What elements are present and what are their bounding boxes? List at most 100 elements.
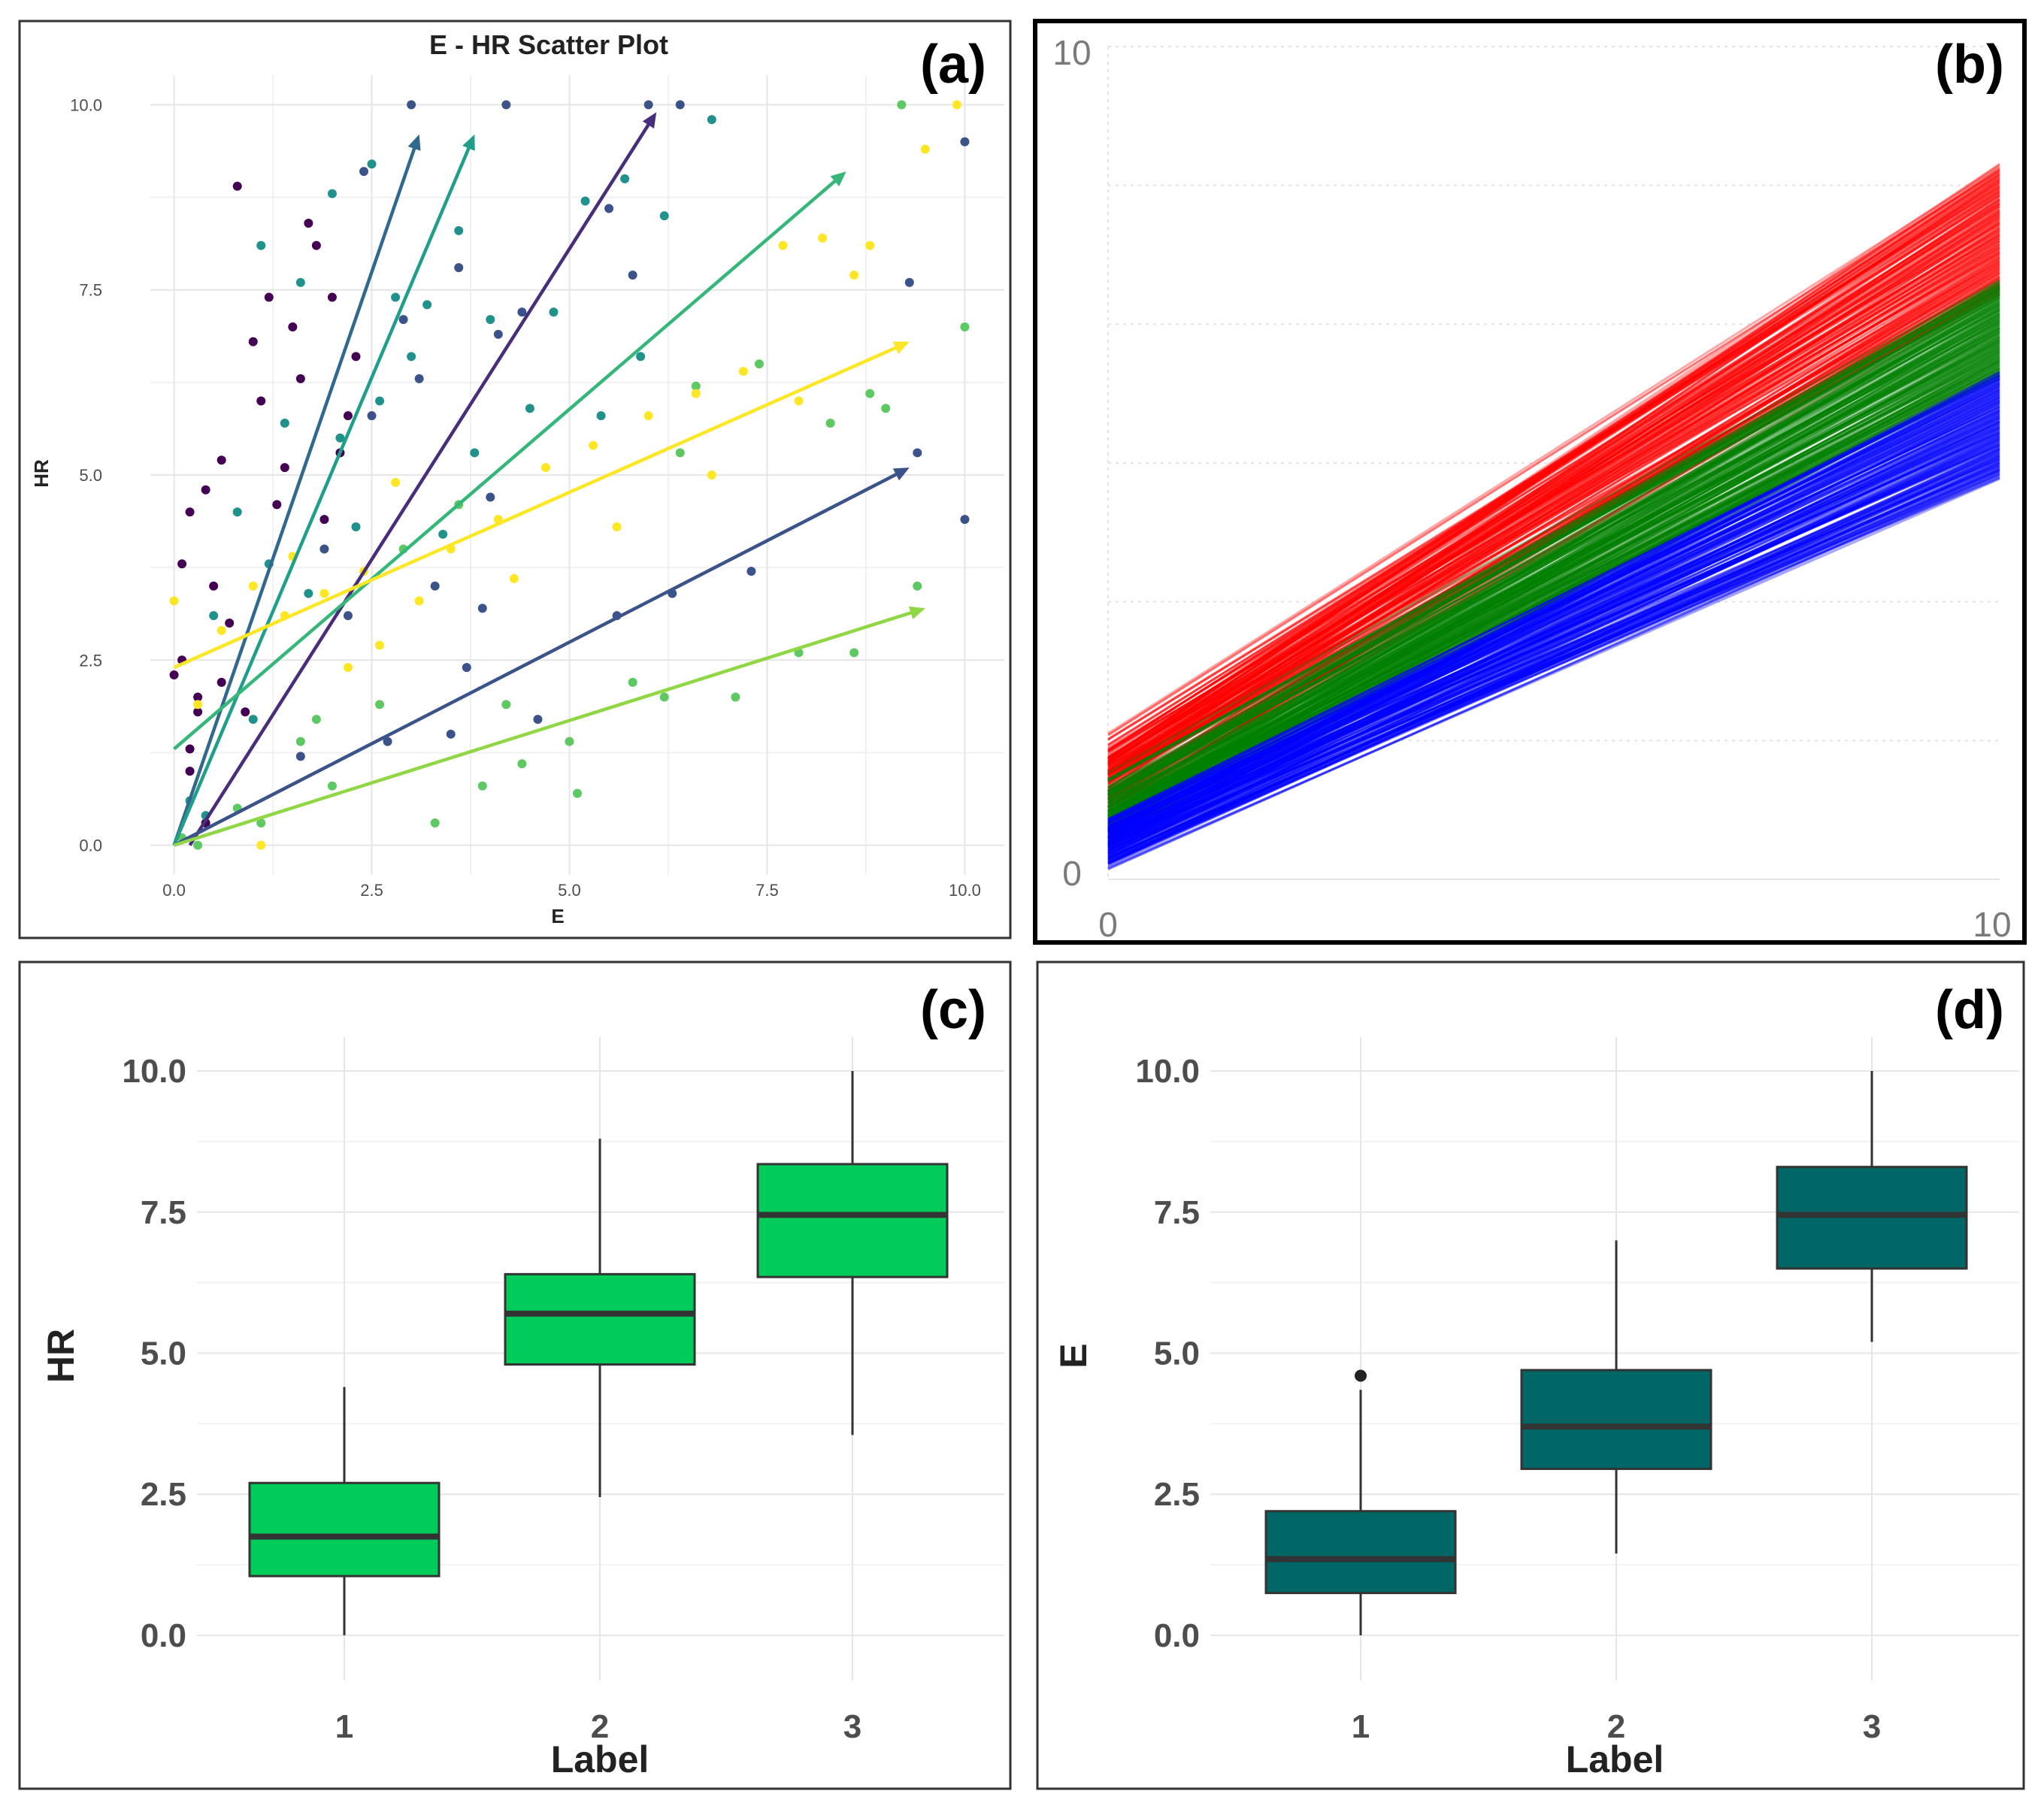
scatter-point — [343, 411, 353, 421]
scatter-point — [217, 625, 226, 635]
scatter-arrow-shaft — [188, 121, 652, 846]
scatter-point — [493, 329, 503, 339]
scatter-point — [794, 396, 804, 406]
scatter-point — [691, 389, 701, 398]
scatter-point — [177, 559, 187, 569]
series-line-blue — [1107, 456, 2000, 865]
scatter-point — [707, 115, 716, 125]
lines-y-tick-label: 0 — [1062, 854, 1082, 893]
scatter-point — [335, 433, 345, 443]
series-line-red — [1107, 241, 2000, 785]
scatter-arrow-head — [892, 341, 910, 355]
scatter-arrow-shaft — [173, 177, 839, 751]
series-line-red — [1107, 213, 2000, 785]
series-line-green — [1107, 281, 2000, 797]
series-line-green — [1107, 280, 2000, 791]
scatter-point — [232, 181, 242, 191]
boxplot-x-tick-label: 2 — [591, 1708, 609, 1745]
scatter-point — [604, 204, 614, 213]
scatter-point — [738, 367, 748, 377]
scatter-point — [185, 507, 195, 517]
series-line-blue — [1107, 377, 2000, 827]
scatter-point — [185, 744, 195, 754]
boxplot-y-tick-label: 2.5 — [141, 1476, 186, 1513]
scatter-point — [525, 404, 534, 413]
scatter-point — [454, 225, 464, 235]
scatter-point — [288, 322, 298, 331]
lines-x-tick-label: 10 — [1973, 905, 2011, 944]
series-line-green — [1107, 281, 2000, 795]
series-line-green — [1107, 313, 2000, 825]
scatter-arrow-shaft — [172, 144, 472, 846]
scatter-point — [913, 448, 922, 458]
series-line-blue — [1107, 460, 2000, 867]
scatter-point — [549, 307, 559, 317]
scatter-y-tick-label: 0.0 — [79, 836, 102, 855]
scatter-y-tick-label: 10.0 — [70, 95, 102, 114]
scatter-point — [193, 700, 203, 709]
scatter-point — [319, 544, 329, 554]
scatter-arrow-head — [407, 134, 421, 151]
scatter-point — [778, 240, 788, 250]
scatter-point — [185, 767, 195, 776]
scatter-point — [375, 396, 385, 406]
scatter-points — [169, 100, 970, 850]
scatter-point — [446, 729, 456, 739]
e-boxplot: 0.0 2.5 5.0 7.5 10.0 1 2 3 — [1135, 1037, 2019, 1745]
series-line-blue — [1107, 422, 2000, 857]
scatter-point — [881, 404, 891, 413]
panel-d: 0.0 2.5 5.0 7.5 10.0 1 2 3 Label E (d) — [1036, 960, 2025, 1790]
series-line-red — [1107, 178, 2000, 781]
scatter-y-tick-label: 2.5 — [79, 651, 102, 670]
scatter-y-tick-label: 7.5 — [79, 281, 102, 300]
scatter-point — [169, 596, 179, 606]
scatter-x-tick-label: 10.0 — [949, 881, 981, 900]
scatter-arrows — [172, 112, 925, 847]
hr-boxplot-x-axis-title: Label — [551, 1738, 650, 1780]
scatter-point — [865, 389, 875, 398]
scatter-point — [422, 300, 432, 310]
scatter-point — [865, 240, 875, 250]
series-line-blue — [1107, 437, 2000, 861]
panel-b: 0 10 0 10 (b) — [1033, 19, 2027, 945]
scatter-arrow-shaft — [173, 471, 901, 847]
series-line-red — [1107, 167, 2000, 766]
scatter-point — [209, 581, 219, 591]
scatter-point — [533, 715, 543, 725]
lines-y-tick-label: 10 — [1052, 33, 1091, 72]
scatter-point — [351, 352, 361, 362]
series-line-blue — [1107, 401, 2000, 848]
scatter-point — [960, 137, 970, 147]
scatter-point — [517, 307, 527, 317]
scatter-point — [256, 840, 266, 850]
scatter-x-axis-title: E — [551, 905, 564, 927]
scatter-point — [367, 159, 377, 169]
scatter-point — [375, 700, 385, 709]
scatter-point — [573, 788, 582, 798]
scatter-point — [517, 759, 527, 769]
boxplot-y-tick-label: 0.0 — [1154, 1617, 1200, 1654]
series-line-red — [1107, 171, 2000, 765]
boxplot-box — [1520, 1369, 1712, 1470]
panel-a: E - HR Scatter Plot 0.0 2.5 5.0 7.5 10.0 0.0 2… — [18, 20, 1012, 939]
scatter-point — [920, 144, 930, 154]
scatter-x-tick-label: 0.0 — [162, 881, 186, 900]
scatter-point — [707, 470, 716, 479]
scatter-tick-labels: 0.0 2.5 5.0 7.5 10.0 0.0 2.5 5.0 7.5 10.0 — [70, 95, 981, 900]
scatter-point — [304, 219, 313, 228]
boxplot-y-tick-label: 7.5 — [141, 1194, 186, 1231]
scatter-point — [430, 581, 440, 591]
scatter-point — [477, 604, 487, 613]
scatter-point — [849, 271, 859, 280]
scatter-point — [311, 240, 321, 250]
scatter-point — [256, 818, 266, 828]
scatter-point — [454, 263, 464, 273]
series-line-red — [1107, 163, 2000, 776]
scatter-point — [201, 485, 210, 495]
boxplot-y-tick-label: 5.0 — [141, 1335, 186, 1372]
panel-c: 0.0 2.5 5.0 7.5 10.0 1 2 3 Label HR (c) — [18, 960, 1012, 1790]
scatter-point — [241, 707, 250, 717]
scatter-point — [612, 522, 622, 531]
scatter-point — [304, 588, 313, 598]
series-line-blue — [1107, 472, 2000, 870]
